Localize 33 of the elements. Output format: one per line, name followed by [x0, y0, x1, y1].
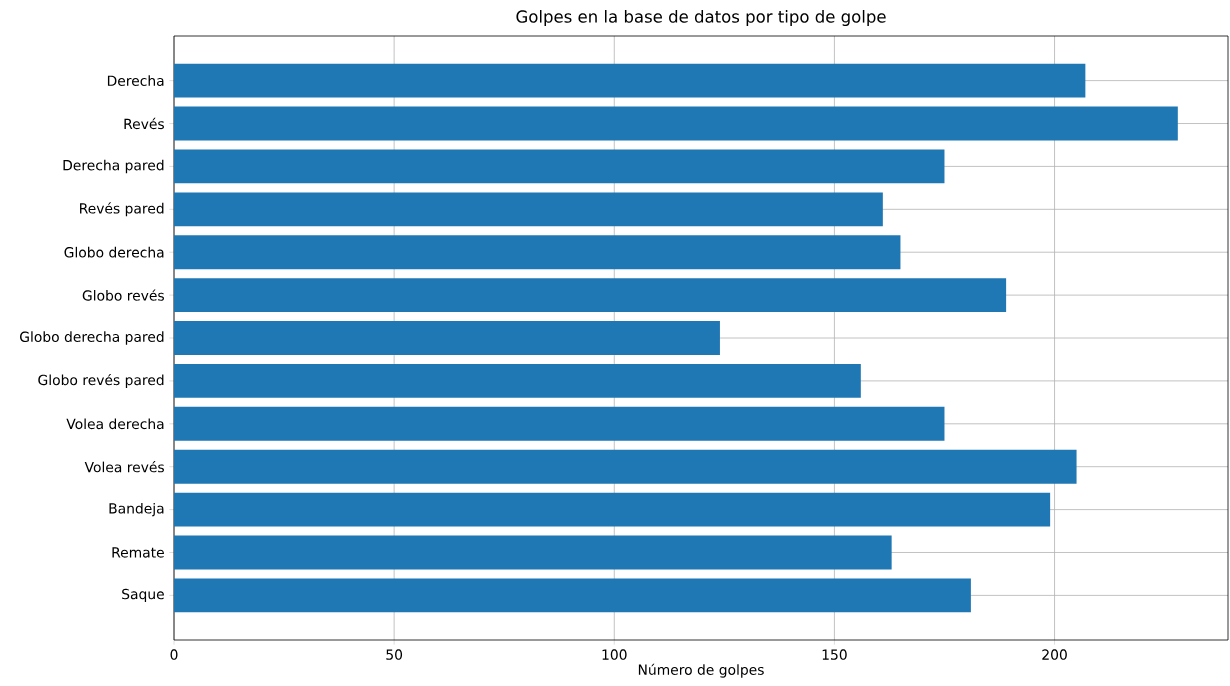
bar	[174, 149, 945, 184]
bar	[174, 106, 1178, 141]
bar	[174, 535, 892, 570]
bar	[174, 492, 1051, 527]
y-tick-label: Revés	[124, 117, 164, 130]
bar	[174, 321, 720, 355]
y-tick-label: Globo revés pared	[38, 373, 164, 388]
bar	[174, 363, 861, 398]
y-tick-label: Remate	[112, 547, 164, 558]
y-tick-label: Volea derecha	[66, 418, 164, 430]
bar	[174, 235, 901, 270]
bar	[174, 278, 1007, 313]
y-tick-label: Volea revés	[84, 461, 164, 473]
y-tick-label: Derecha pared	[63, 159, 164, 174]
y-tick-label: Bandeja	[109, 502, 164, 517]
bar	[174, 406, 945, 441]
bar	[174, 578, 971, 613]
x-tick-label: 150	[822, 649, 847, 660]
y-tick-label: Globo derecha pared	[20, 331, 164, 345]
x-axis-title: Número de golpes	[638, 663, 764, 678]
x-tick-label: 50	[386, 649, 403, 660]
y-tick-label: Saque	[122, 588, 164, 602]
x-tick-label: 200	[1042, 649, 1067, 660]
x-tick-label: 100	[602, 649, 627, 660]
bar	[174, 192, 883, 227]
y-tick-label: Globo revés	[82, 289, 164, 301]
bar	[174, 63, 1086, 98]
bar	[174, 449, 1077, 484]
y-tick-label: Revés pared	[80, 202, 164, 217]
y-tick-label: Derecha	[107, 75, 164, 86]
chart-title: Golpes en la base de datos por tipo de golpe	[516, 10, 886, 26]
y-tick-label: Globo derecha	[64, 246, 164, 258]
x-tick-label: 0	[170, 649, 178, 660]
